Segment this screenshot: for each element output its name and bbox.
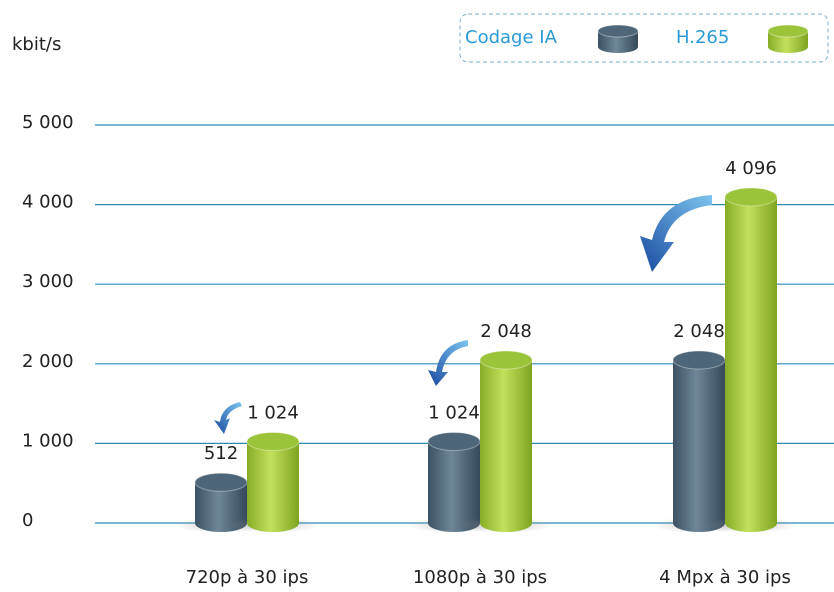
y-axis-label: kbit/s — [12, 34, 61, 55]
legend-label: H.265 — [676, 27, 729, 48]
bar-bottom — [725, 514, 777, 532]
y-tick-label: 1 000 — [22, 430, 74, 451]
arrow — [640, 195, 712, 272]
legend-icon-top — [597, 24, 639, 38]
bar — [725, 196, 777, 523]
y-tick-label: 5 000 — [22, 112, 74, 133]
legend-box — [459, 13, 829, 63]
bar-bottom — [480, 514, 532, 532]
y-tick-label: 4 000 — [22, 192, 74, 213]
value-label: 2 048 — [673, 321, 725, 342]
bar — [673, 359, 725, 523]
arrows — [214, 195, 712, 434]
arrow — [428, 340, 468, 386]
bar-top — [246, 431, 300, 451]
y-tick-label: 3 000 — [22, 271, 74, 292]
arrow — [214, 402, 242, 434]
bar — [247, 441, 299, 523]
legend-icon-top — [767, 24, 809, 38]
bar-bottom — [247, 514, 299, 532]
value-label: 4 096 — [725, 158, 777, 179]
bar-top — [672, 350, 726, 370]
legend-label: Codage IA — [465, 27, 558, 48]
x-tick-label: 1080p à 30 ips — [413, 567, 547, 588]
bar-top — [194, 472, 248, 492]
x-tick-label: 4 Mpx à 30 ips — [659, 567, 791, 588]
bar — [428, 441, 480, 523]
value-label: 1 024 — [247, 402, 299, 423]
value-label: 512 — [204, 443, 238, 464]
bar-top — [427, 431, 481, 451]
bar — [480, 359, 532, 523]
y-tick-label: 2 000 — [22, 351, 74, 372]
bar-top — [479, 350, 533, 370]
value-label: 1 024 — [428, 402, 480, 423]
legend-icon-bottom — [768, 41, 808, 53]
y-tick-label: 0 — [22, 510, 33, 531]
bar-top — [724, 187, 778, 207]
value-label: 2 048 — [480, 321, 532, 342]
legend-icon-bottom — [598, 41, 638, 53]
x-tick-label: 720p à 30 ips — [186, 567, 309, 588]
